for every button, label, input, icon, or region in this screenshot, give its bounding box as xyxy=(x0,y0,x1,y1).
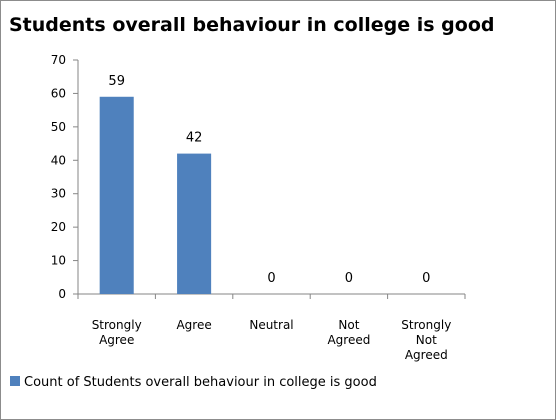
x-category-label: Strongly Not Agreed xyxy=(401,318,451,362)
data-label: 0 xyxy=(422,271,430,286)
chart-axes: 0 10 20 30 40 50 60 70 xyxy=(51,53,466,301)
data-labels-group: 59 42 0 0 0 xyxy=(108,74,430,286)
x-category-label: Agree xyxy=(176,318,211,332)
legend-label: Count of Students overall behaviour in c… xyxy=(24,375,377,390)
x-category-label: Strongly Agree xyxy=(92,318,142,347)
y-tick-label: 50 xyxy=(51,120,66,134)
data-label: 0 xyxy=(345,271,353,286)
x-category-label: Not Agreed xyxy=(327,318,370,347)
y-tick-label: 20 xyxy=(51,220,66,234)
chart-title: Students overall behaviour in college is… xyxy=(9,14,495,36)
y-tick-label: 60 xyxy=(51,86,66,100)
bar xyxy=(99,96,134,295)
bar xyxy=(177,153,212,294)
category-labels-group: Strongly Agree Agree Neutral Not Agreed Strong… xyxy=(92,318,452,362)
data-label: 42 xyxy=(186,131,203,146)
y-tick-label: 10 xyxy=(51,254,66,268)
y-tick-label: 70 xyxy=(51,53,66,67)
y-tick-label: 0 xyxy=(58,287,66,301)
legend-swatch xyxy=(10,376,20,386)
y-tick-label: 30 xyxy=(51,187,66,201)
x-category-label: Neutral xyxy=(249,318,293,332)
y-tick-label: 40 xyxy=(51,153,66,167)
data-label: 0 xyxy=(267,271,275,286)
data-label: 59 xyxy=(108,74,125,89)
bars-group xyxy=(99,96,212,295)
legend: Count of Students overall behaviour in c… xyxy=(10,375,377,390)
